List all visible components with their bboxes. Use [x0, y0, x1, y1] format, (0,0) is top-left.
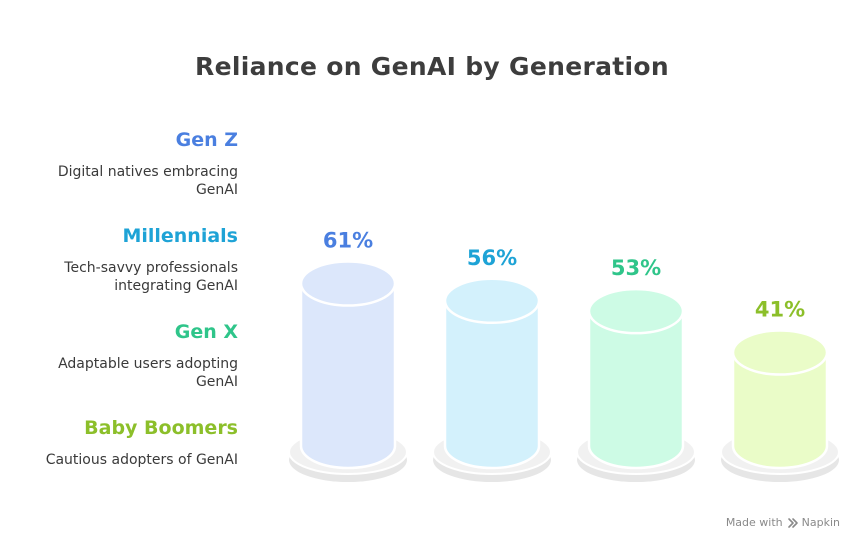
legend-name: Gen Z — [175, 129, 238, 151]
legend-name: Gen X — [174, 321, 238, 343]
cylinder-top — [299, 260, 397, 307]
value-label: 61% — [323, 229, 373, 253]
cylinder-bar — [587, 309, 685, 470]
chart-title: Reliance on GenAI by Generation — [195, 52, 669, 81]
legend-item-millennials: Millennials Tech-savvy professionals int… — [20, 224, 238, 295]
watermark-brand: Napkin — [787, 516, 840, 529]
value-label: 56% — [467, 246, 517, 270]
legend-description: Tech-savvy professionals integrating Gen… — [64, 260, 238, 294]
legend-name: Baby Boomers — [84, 417, 238, 439]
value-label: 41% — [755, 298, 805, 322]
legend-description: Digital natives embracing GenAI — [57, 164, 238, 198]
legend-item-baby-boomers: Baby Boomers Cautious adopters of GenAI — [20, 416, 238, 469]
cylinder-top — [731, 329, 829, 376]
watermark-prefix: Made with — [725, 516, 783, 529]
cylinder-bar — [299, 282, 397, 470]
cylinder-top — [443, 277, 541, 325]
legend-description: Cautious adopters of GenAI — [45, 452, 238, 468]
legend-item-gen-z: Gen Z Digital natives embracing GenAI — [20, 128, 238, 199]
napkin-logo-icon — [787, 517, 798, 528]
legend-item-gen-x: Gen X Adaptable users adopting GenAI — [20, 320, 238, 391]
value-label: 53% — [611, 256, 661, 280]
cylinder-top — [587, 287, 685, 335]
watermark-brand-name: Napkin — [801, 516, 840, 529]
cylinder-bar — [443, 299, 541, 470]
legend-description: Adaptable users adopting GenAI — [58, 356, 238, 390]
cylinder-bar — [731, 351, 829, 470]
watermark: Made with Napkin — [726, 516, 840, 529]
legend-name: Millennials — [122, 225, 238, 247]
